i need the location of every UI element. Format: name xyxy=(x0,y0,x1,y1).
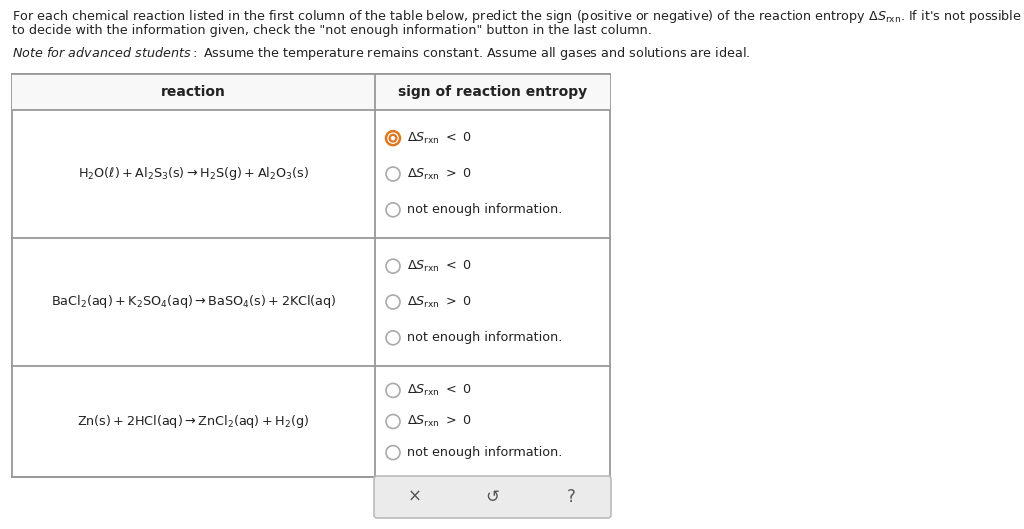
Text: reaction: reaction xyxy=(161,85,226,99)
Text: For each chemical reaction listed in the first column of the table below, predic: For each chemical reaction listed in the… xyxy=(12,8,1022,25)
Circle shape xyxy=(386,259,400,273)
Circle shape xyxy=(386,384,400,397)
Bar xyxy=(12,74,610,110)
Text: $\Delta S_{\mathregular{rxn}}\ >\ 0$: $\Delta S_{\mathregular{rxn}}\ >\ 0$ xyxy=(407,167,472,181)
Circle shape xyxy=(388,134,397,143)
Text: $\mathrm{BaCl_2(aq) + K_2SO_4(aq) \rightarrow BaSO_4(s) + 2KCl(aq)}$: $\mathrm{BaCl_2(aq) + K_2SO_4(aq) \right… xyxy=(50,294,336,311)
Text: $\Delta S_{\mathregular{rxn}}\ <\ 0$: $\Delta S_{\mathregular{rxn}}\ <\ 0$ xyxy=(407,259,472,273)
Text: $\it{Note\ for\ advanced\ students:}$ Assume the temperature remains constant. A: $\it{Note\ for\ advanced\ students:}$ As… xyxy=(12,45,751,62)
Text: $\Delta S_{\mathregular{rxn}}\ >\ 0$: $\Delta S_{\mathregular{rxn}}\ >\ 0$ xyxy=(407,295,472,309)
Text: $\Delta S_{\mathregular{rxn}}\ <\ 0$: $\Delta S_{\mathregular{rxn}}\ <\ 0$ xyxy=(407,383,472,398)
Circle shape xyxy=(386,167,400,181)
Circle shape xyxy=(386,295,400,309)
Circle shape xyxy=(386,445,400,460)
Circle shape xyxy=(386,131,400,145)
Text: $\Delta S_{\mathregular{rxn}}\ <\ 0$: $\Delta S_{\mathregular{rxn}}\ <\ 0$ xyxy=(407,131,472,145)
Text: ↺: ↺ xyxy=(485,488,500,506)
Text: not enough information.: not enough information. xyxy=(407,331,562,344)
Circle shape xyxy=(386,331,400,345)
Text: $\mathrm{H_2O(\ell) + Al_2S_3(s) \rightarrow H_2S(g) + Al_2O_3(s)}$: $\mathrm{H_2O(\ell) + Al_2S_3(s) \righta… xyxy=(78,166,309,183)
FancyBboxPatch shape xyxy=(374,476,611,518)
Text: ×: × xyxy=(408,488,421,506)
Text: $\Delta S_{\mathregular{rxn}}\ >\ 0$: $\Delta S_{\mathregular{rxn}}\ >\ 0$ xyxy=(407,414,472,429)
Circle shape xyxy=(391,136,395,140)
Text: not enough information.: not enough information. xyxy=(407,203,562,216)
Text: sign of reaction entropy: sign of reaction entropy xyxy=(398,85,587,99)
Circle shape xyxy=(386,203,400,217)
Text: to decide with the information given, check the "not enough information" button : to decide with the information given, ch… xyxy=(12,24,652,37)
Circle shape xyxy=(386,415,400,428)
Text: $\mathrm{Zn(s) + 2HCl(aq) \rightarrow ZnCl_2(aq) + H_2(g)}$: $\mathrm{Zn(s) + 2HCl(aq) \rightarrow Zn… xyxy=(78,413,309,430)
Text: ?: ? xyxy=(566,488,575,506)
Bar xyxy=(12,74,610,477)
Text: not enough information.: not enough information. xyxy=(407,446,562,459)
